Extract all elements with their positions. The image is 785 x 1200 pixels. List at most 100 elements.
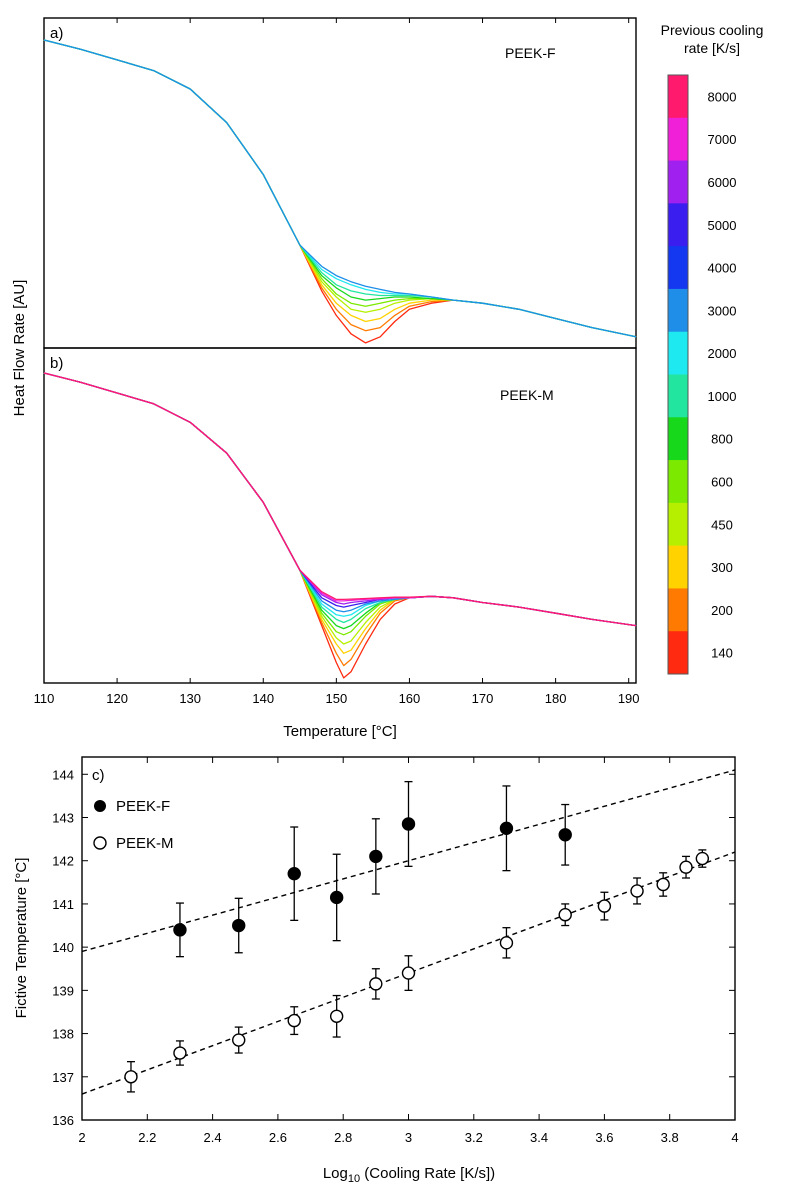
point-peek-m-8 xyxy=(558,908,572,922)
legend-label-peek-m: PEEK-M xyxy=(116,835,174,852)
c-y-tick-label-138: 138 xyxy=(52,1027,74,1042)
point-peek-m-1 xyxy=(173,1046,187,1060)
x-axis-title-temperature: Temperature [°C] xyxy=(283,723,397,740)
c-x-tick-label-3.6: 3.6 xyxy=(595,1130,613,1145)
colorbar-swatch-300 xyxy=(668,545,688,589)
point-peek-m-0 xyxy=(124,1070,138,1084)
x-axis-title-log: Log xyxy=(323,1165,348,1182)
c-x-tick-label-2.8: 2.8 xyxy=(334,1130,352,1145)
colorbar-label-7000: 7000 xyxy=(708,132,737,147)
colorbar-swatch-200 xyxy=(668,588,688,632)
colorbar-swatch-450 xyxy=(668,502,688,547)
panel-a-frame xyxy=(43,17,637,349)
curve-b-7000 xyxy=(43,372,637,627)
colorbar-label-5000: 5000 xyxy=(708,218,737,233)
colorbar-label-6000: 6000 xyxy=(708,175,737,190)
c-x-tick-label-2.2: 2.2 xyxy=(138,1130,156,1145)
curve-b-8000 xyxy=(43,372,637,627)
fit-line-peek-f xyxy=(81,769,736,953)
points-panel-c xyxy=(124,780,710,1093)
colorbar-labels: 8000 7000 6000 5000 4000 3000 2000 1000 800 600 45… xyxy=(708,89,737,660)
x-tick-label-160: 160 xyxy=(399,691,421,706)
curve-a-800 xyxy=(43,39,637,338)
point-peek-f-2 xyxy=(287,866,301,881)
curve-a-1000 xyxy=(43,39,637,338)
point-peek-m-7 xyxy=(499,936,514,950)
x-tick-label-120: 120 xyxy=(106,691,128,706)
c-x-tick-label-2: 2 xyxy=(78,1130,85,1145)
colorbar-title-line2: rate [K/s] xyxy=(684,40,740,56)
curve-b-800 xyxy=(43,372,637,630)
point-peek-f-5 xyxy=(401,817,416,831)
point-peek-m-5 xyxy=(369,977,383,991)
colorbar-label-800: 800 xyxy=(711,432,733,447)
colorbar-label-600: 600 xyxy=(711,474,733,489)
curve-b-5000 xyxy=(43,372,637,627)
panel-b-tag: b) xyxy=(50,355,63,372)
curves-panel-a xyxy=(43,39,637,344)
point-peek-m-6 xyxy=(401,966,416,980)
panel-c: c) 2 2.2 2.4 2.6 2.8 3 3.2 3.4 3.6 3.8 4 136 137 138… xyxy=(13,756,739,1185)
c-y-tick-label-137: 137 xyxy=(52,1070,74,1085)
colorbar-swatch-3000 xyxy=(668,288,688,333)
colorbar-label-1000: 1000 xyxy=(708,389,737,404)
colorbar-label-450: 450 xyxy=(711,517,733,532)
curve-a-200 xyxy=(43,39,637,338)
x-tick-label-130: 130 xyxy=(179,691,201,706)
x-axis-title-cooling-rate: Log10 (Cooling Rate [K/s]) xyxy=(323,1165,495,1185)
x-axis-title-rest: (Cooling Rate [K/s]) xyxy=(360,1165,495,1182)
sample-label-peek-f: PEEK-F xyxy=(505,45,556,61)
x-tick-label-140: 140 xyxy=(252,691,274,706)
point-peek-m-12 xyxy=(679,860,693,874)
colorbar-swatch-5000 xyxy=(668,203,688,247)
colorbar-swatch-140 xyxy=(668,631,688,675)
x-ticks-panel-c: 2 2.2 2.4 2.6 2.8 3 3.2 3.4 3.6 3.8 4 xyxy=(78,757,739,1145)
curve-a-450 xyxy=(43,39,637,338)
colorbar-swatch-7000 xyxy=(668,117,688,162)
curve-b-1000 xyxy=(43,372,637,627)
point-peek-f-4 xyxy=(369,849,383,864)
point-peek-f-7 xyxy=(558,828,572,842)
colorbar-label-200: 200 xyxy=(711,603,733,618)
colorbar-swatch-1000 xyxy=(668,374,688,418)
panel-c-tag: c) xyxy=(92,767,105,784)
legend-marker-peek-f xyxy=(94,800,106,812)
c-x-tick-label-3.8: 3.8 xyxy=(661,1130,679,1145)
point-peek-m-10 xyxy=(630,884,644,898)
colorbar-swatch-4000 xyxy=(668,246,688,290)
c-y-tick-label-143: 143 xyxy=(52,811,74,826)
colorbar-swatch-600 xyxy=(668,460,688,504)
colorbar-swatch-8000 xyxy=(668,75,688,119)
c-y-tick-label-142: 142 xyxy=(52,854,74,869)
x-tick-label-180: 180 xyxy=(545,691,567,706)
c-x-tick-label-2.4: 2.4 xyxy=(204,1130,222,1145)
colorbar-label-140: 140 xyxy=(711,646,733,661)
curve-b-140 xyxy=(43,372,637,679)
y-axis-title-heat-flow: Heat Flow Rate [AU] xyxy=(11,280,28,417)
curve-a-600 xyxy=(43,39,637,338)
point-peek-m-3 xyxy=(287,1013,301,1028)
colorbar-label-4000: 4000 xyxy=(708,261,737,276)
x-axis-title-subscript: 10 xyxy=(348,1173,360,1185)
colorbar-label-8000: 8000 xyxy=(708,89,737,104)
panel-ab: 110 120 130 140 150 160 170 180 190 a) b) PEEK-F… xyxy=(11,17,640,740)
x-tick-label-170: 170 xyxy=(472,691,494,706)
point-peek-m-13 xyxy=(695,851,710,866)
panel-a-tag: a) xyxy=(50,25,63,42)
curve-b-200 xyxy=(43,372,637,667)
legend-label-peek-f: PEEK-F xyxy=(116,798,170,815)
colorbar-title-line1: Previous cooling xyxy=(661,22,764,38)
colorbar-frame xyxy=(667,74,689,675)
colorbar-swatch-800 xyxy=(668,417,688,461)
x-tick-label-150: 150 xyxy=(325,691,347,706)
curve-b-600 xyxy=(43,372,637,636)
point-peek-f-0 xyxy=(173,923,187,937)
fit-lines-panel-c xyxy=(81,769,736,1095)
legend-marker-peek-m xyxy=(93,836,107,850)
point-peek-m-11 xyxy=(656,877,670,892)
curve-a-3000 xyxy=(43,39,637,338)
c-y-tick-label-136: 136 xyxy=(52,1113,74,1128)
curve-b-2000 xyxy=(43,372,637,627)
c-x-tick-label-3.2: 3.2 xyxy=(465,1130,483,1145)
